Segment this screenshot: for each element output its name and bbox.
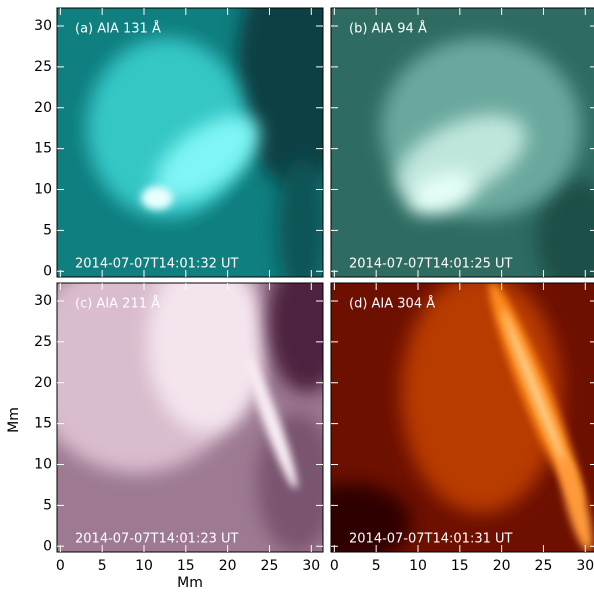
x-tick-label: 15 [451,558,469,574]
panel-label: (d) AIA 304 Å [349,296,435,312]
image-panel [331,8,594,298]
x-tick-label: 5 [372,558,381,574]
x-tick-label: 0 [330,558,339,574]
y-tick-label: 25 [34,59,52,75]
panel-time: 2014-07-07T14:01:25 UT [349,257,513,272]
y-tick-label: 20 [34,375,52,391]
panel-label: (c) AIA 211 Å [75,296,160,312]
y-tick-label: 5 [43,222,52,238]
y-tick-label: 15 [34,416,52,432]
y-tick-label: 0 [43,263,52,279]
emission-feature [147,253,267,433]
y-tick-label: 20 [34,100,52,116]
x-tick-label: 30 [576,558,594,574]
x-tick-label: 10 [409,558,427,574]
y-tick-label: 5 [43,497,52,513]
panel-label: (b) AIA 94 Å [349,21,427,37]
x-tick-label: 25 [535,558,553,574]
y-tick-label: 10 [34,457,52,473]
emission-feature [141,186,173,210]
y-axis-label: Mm [6,407,22,433]
y-tick-label: 15 [34,141,52,157]
y-tick-label: 25 [34,334,52,350]
y-tick-label: 10 [34,182,52,198]
x-tick-label: 0 [56,558,65,574]
x-axis-label: Mm [177,575,203,591]
y-tick-label: 0 [43,538,52,554]
y-tick-label: 30 [34,18,52,34]
panel-time: 2014-07-07T14:01:32 UT [75,257,239,272]
panel-time: 2014-07-07T14:01:23 UT [75,532,239,547]
x-tick-label: 15 [177,558,195,574]
figure: Mm Mm 0 5 10 15 20 25 30 (a) AIA 131 Å 2014-07-0… [0,0,594,592]
x-tick-label: 10 [135,558,153,574]
x-tick-label: 20 [493,558,511,574]
panel-label: (a) AIA 131 Å [75,21,161,37]
panel-time: 2014-07-07T14:01:31 UT [349,532,513,547]
x-tick-label: 20 [219,558,237,574]
x-tick-label: 25 [261,558,279,574]
x-tick-label: 30 [302,558,320,574]
y-tick-label: 30 [34,293,52,309]
image-panel [291,273,594,563]
image-panel [57,0,357,298]
x-tick-label: 5 [98,558,107,574]
